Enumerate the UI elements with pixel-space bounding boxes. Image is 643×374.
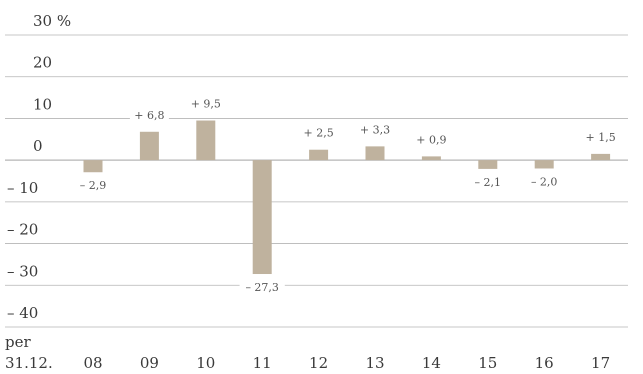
x-prefix-line-2: 31.12. [5,354,53,372]
x-tick-label-16: 16 [535,354,554,372]
data-label-17: + 1,5 [585,131,615,144]
x-tick-label-08: 08 [83,354,102,372]
x-tick-label-17: 17 [591,354,610,372]
bar-15 [478,160,498,169]
y-axis-labels: 30 % 20 10 0 – 10 – 20 – 30 – 40 [7,12,71,322]
bar-17 [591,153,611,161]
data-label-bg-14 [411,132,451,148]
bar-14 [421,156,441,161]
data-label-bg-08 [73,178,113,194]
data-label-13: + 3,3 [360,123,390,136]
bar-11 [252,160,272,275]
x-tick-label-10: 10 [196,354,215,372]
x-axis-labels: per 31.12. 08 09 10 11 12 13 14 15 16 17 [5,333,610,372]
bar-16 [534,160,554,169]
data-label-bg-15 [468,174,508,190]
data-label-16: – 2,0 [531,175,558,188]
data-label-bg-11 [239,280,285,296]
data-labels: – 2,9 + 6,8 + 9,5 – 27,3 + 2,5 + 3,3 + 0,9 – 2,… [73,96,621,296]
y-tick-label-4: – 10 [7,179,38,197]
data-label-14: + 0,9 [416,133,446,146]
data-label-bg-12 [299,125,339,141]
bar-13 [365,146,385,161]
y-tick-label-2: 10 [33,95,52,113]
bar-10 [196,120,216,161]
data-label-bg-16 [524,174,564,190]
x-tick-label-13: 13 [365,354,384,372]
data-label-bg-09 [129,107,169,123]
data-label-bg-10 [186,96,226,112]
x-prefix-line-1: per [5,333,31,351]
data-label-15: – 2,1 [475,176,502,189]
data-label-08: – 2,9 [80,179,107,192]
x-tick-label-11: 11 [253,354,272,372]
x-tick-label-12: 12 [309,354,328,372]
data-label-11: – 27,3 [245,281,279,294]
bar-09 [139,131,159,161]
gridlines [5,34,628,328]
x-tick-label-09: 09 [140,354,159,372]
x-tick-label-15: 15 [478,354,497,372]
y-tick-label-7: – 40 [7,304,38,322]
data-label-bg-17 [581,129,621,145]
data-label-10: + 9,5 [191,98,221,111]
bar-12 [309,149,329,161]
data-label-12: + 2,5 [303,127,333,140]
y-tick-label-3: 0 [33,137,43,155]
bars [83,120,611,275]
x-tick-label-14: 14 [422,354,441,372]
y-tick-label-1: 20 [33,54,52,72]
data-label-bg-13 [355,122,395,138]
y-tick-label-5: – 20 [7,221,38,239]
y-tick-label-0: 30 % [33,12,71,30]
bar-08 [83,160,103,173]
y-tick-label-6: – 30 [7,262,38,280]
data-label-09: + 6,8 [134,109,164,122]
